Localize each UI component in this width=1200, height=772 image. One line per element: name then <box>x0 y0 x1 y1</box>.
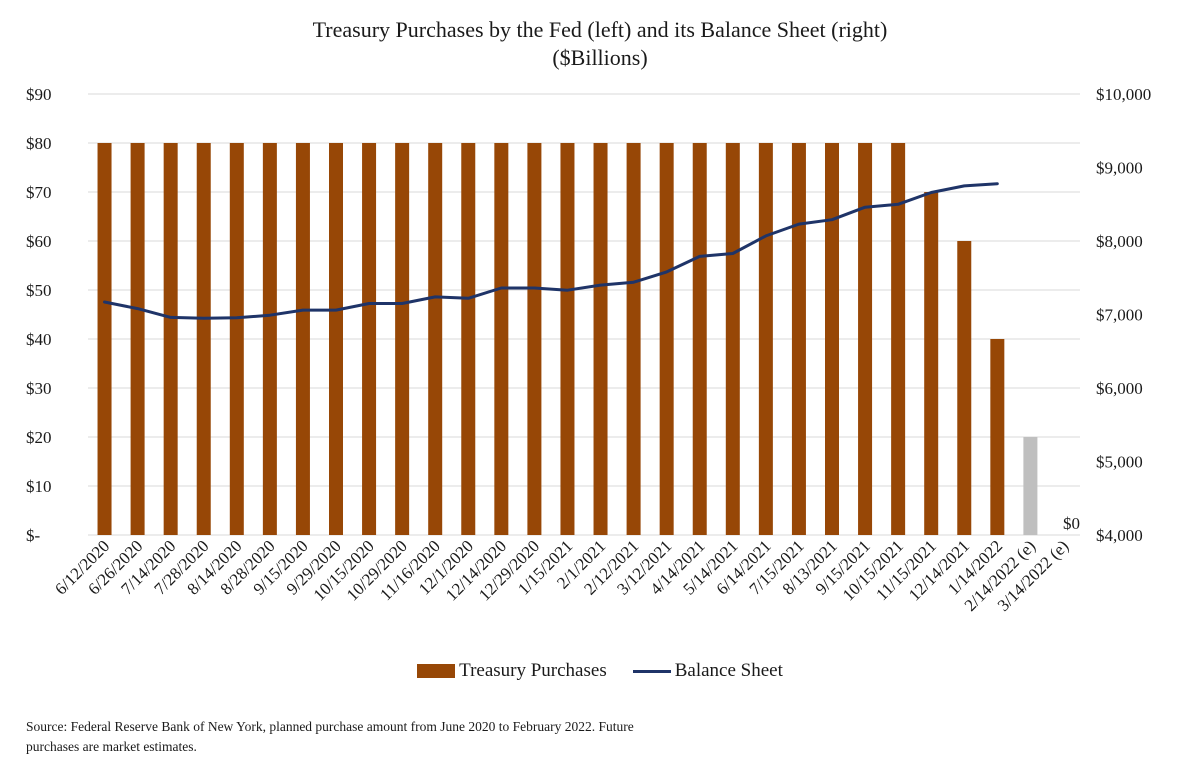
left-axis-tick-label: $20 <box>26 428 52 447</box>
chart-title-line2: ($Billions) <box>552 45 648 70</box>
chart-title: Treasury Purchases by the Fed (left) and… <box>0 16 1200 72</box>
bar <box>593 143 608 535</box>
bar <box>461 143 476 535</box>
bar <box>692 143 707 535</box>
bar <box>395 143 410 535</box>
bar <box>527 143 542 535</box>
right-axis-tick-label: $7,000 <box>1096 306 1143 325</box>
bar <box>924 192 939 535</box>
bar <box>428 143 443 535</box>
left-axis-tick-label: $90 <box>26 85 52 104</box>
bar <box>891 143 906 535</box>
left-axis-tick-label: $40 <box>26 330 52 349</box>
bar <box>1023 437 1038 535</box>
bar <box>163 143 178 535</box>
right-axis-tick-label: $5,000 <box>1096 453 1143 472</box>
bar <box>97 143 112 535</box>
legend-swatch-bar <box>417 664 456 678</box>
source-note: Source: Federal Reserve Bank of New York… <box>26 719 634 754</box>
bar <box>990 339 1005 535</box>
balance-sheet-line <box>103 182 999 320</box>
left-axis-tick-label: $- <box>26 526 41 545</box>
right-axis-tick-label: $9,000 <box>1096 159 1143 178</box>
bar <box>957 241 972 535</box>
legend-label-balance-sheet: Balance Sheet <box>674 660 783 681</box>
left-axis-tick-label: $30 <box>26 379 52 398</box>
chart-legend: Treasury Purchases Balance Sheet <box>0 660 1200 682</box>
left-axis-tick-label: $80 <box>26 134 52 153</box>
bar <box>196 143 211 535</box>
chart-title-line1: Treasury Purchases by the Fed (left) and… <box>312 17 888 42</box>
left-axis-tick-label: $50 <box>26 281 52 300</box>
right-axis-tick-label: $4,000 <box>1096 526 1143 545</box>
data-label: $0 <box>1063 514 1080 533</box>
bar <box>229 143 244 535</box>
bar <box>825 143 839 535</box>
left-axis-tick-label: $10 <box>26 477 52 496</box>
left-axis-tick-label: $70 <box>26 183 52 202</box>
right-axis-tick-label: $10,000 <box>1096 85 1151 104</box>
bar <box>329 143 343 535</box>
right-axis-tick-label: $8,000 <box>1096 232 1143 251</box>
bar <box>725 143 740 535</box>
bar <box>494 143 509 535</box>
bar <box>362 143 377 535</box>
legend-label-treasury-purchases: Treasury Purchases <box>459 660 607 681</box>
bar <box>560 143 575 535</box>
bar <box>262 143 277 535</box>
bar <box>626 143 641 535</box>
legend-item-treasury-purchases: Treasury Purchases <box>417 660 607 682</box>
bar <box>130 143 145 535</box>
bar <box>791 143 806 535</box>
bar <box>858 143 873 535</box>
bar <box>295 143 310 535</box>
bar <box>659 143 674 535</box>
legend-swatch-line <box>632 669 671 673</box>
legend-item-balance-sheet: Balance Sheet <box>632 660 783 682</box>
left-axis-tick-label: $60 <box>26 232 52 251</box>
right-axis-tick-label: $6,000 <box>1096 379 1143 398</box>
bar <box>758 143 773 535</box>
